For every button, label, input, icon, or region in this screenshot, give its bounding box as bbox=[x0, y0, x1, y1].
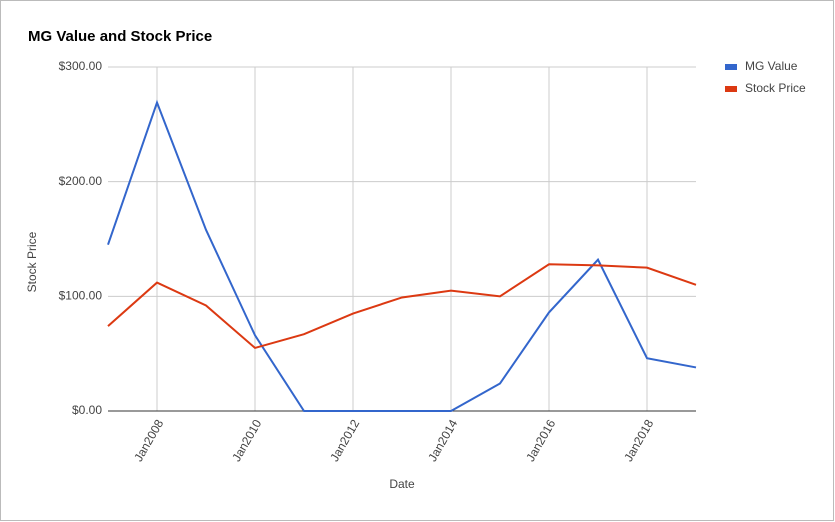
y-tick-label: $0.00 bbox=[72, 403, 102, 417]
y-tick-label: $200.00 bbox=[59, 174, 103, 188]
x-axis-title: Date bbox=[389, 477, 415, 491]
chart-title: MG Value and Stock Price bbox=[28, 28, 212, 45]
legend-label: Stock Price bbox=[745, 81, 806, 95]
y-tick-label: $100.00 bbox=[59, 289, 103, 303]
legend-label: MG Value bbox=[745, 59, 798, 73]
y-axis-title: Stock Price bbox=[25, 231, 39, 292]
series-line bbox=[107, 263, 697, 350]
legend-swatch bbox=[725, 64, 737, 70]
y-tick-label: $300.00 bbox=[59, 59, 103, 73]
series-line bbox=[107, 99, 697, 412]
legend-swatch bbox=[725, 86, 737, 92]
